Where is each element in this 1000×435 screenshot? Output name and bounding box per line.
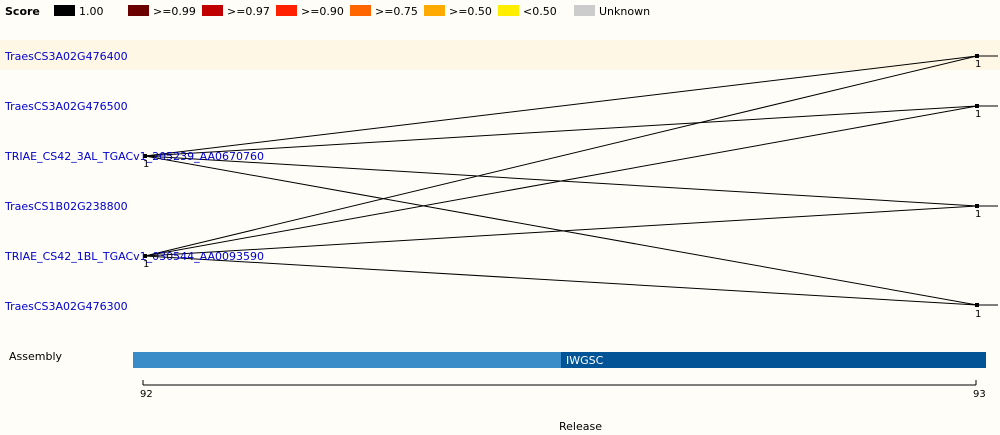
node-count-left-a: 1: [143, 159, 149, 170]
gene-link-traescs1b02g238800[interactable]: TraesCS1B02G238800: [5, 200, 128, 213]
link-line: [144, 255, 978, 306]
node-marker: [975, 54, 979, 58]
legend-title: Score: [5, 5, 40, 18]
node-marker: [975, 303, 979, 307]
gene-link-triae-cs42-1bl[interactable]: TRIAE_CS42_1BL_TGACv1_030544_AA0093590: [5, 250, 265, 263]
legend-label: >=0.90: [301, 5, 344, 18]
legend-swatch: [350, 5, 371, 16]
node-marker: [975, 104, 979, 108]
gene-link-traescs3a02g476500[interactable]: TraesCS3A02G476500: [5, 100, 128, 113]
link-line: [144, 55, 978, 257]
gene-link-traescs3a02g476400[interactable]: TraesCS3A02G476400: [5, 50, 128, 63]
legend-swatch: [128, 5, 149, 16]
legend-label: <0.50: [523, 5, 557, 18]
legend-label: >=0.50: [449, 5, 492, 18]
legend-label: Unknown: [599, 5, 651, 18]
legend-swatch: [424, 5, 445, 16]
link-line: [144, 105, 978, 257]
link-line: [144, 105, 978, 157]
legend-label: >=0.75: [375, 5, 418, 18]
link-line: [144, 205, 978, 257]
legend-label: 1.00: [79, 5, 104, 18]
release-axis-title: Release: [559, 420, 602, 433]
release-start-label: 92: [140, 389, 153, 400]
legend-swatch: [54, 5, 75, 16]
legend-label: >=0.99: [153, 5, 196, 18]
link-line: [144, 55, 978, 157]
node-marker: [143, 154, 147, 158]
legend-swatch: [276, 5, 297, 16]
assembly-label: Assembly: [9, 350, 63, 363]
node-count-right-6: 1: [975, 309, 981, 320]
release-end-label: 93: [973, 389, 986, 400]
assembly-name: IWGSC: [566, 354, 604, 367]
node-marker: [975, 204, 979, 208]
legend-swatch: [574, 5, 595, 16]
node-count-right-1: 1: [975, 59, 981, 70]
assembly-bar-current: [561, 352, 986, 368]
node-count-right-4: 1: [975, 209, 981, 220]
node-count-right-2: 1: [975, 109, 981, 120]
legend-swatch: [498, 5, 519, 16]
score-legend: Score 1.00 >=0.99 >=0.97 >=0.90 >=0.75 >…: [0, 0, 1000, 22]
node-marker: [143, 254, 147, 258]
assembly-bar-previous: [133, 352, 561, 368]
node-count-left-b: 1: [143, 259, 149, 270]
legend-swatch: [202, 5, 223, 16]
legend-label: >=0.97: [227, 5, 270, 18]
gene-link-traescs3a02g476300[interactable]: TraesCS3A02G476300: [5, 300, 128, 313]
gene-link-triae-cs42-3al[interactable]: TRIAE_CS42_3AL_TGACv1_205239_AA0670760: [5, 150, 264, 163]
selected-row-highlight: [0, 40, 1000, 70]
